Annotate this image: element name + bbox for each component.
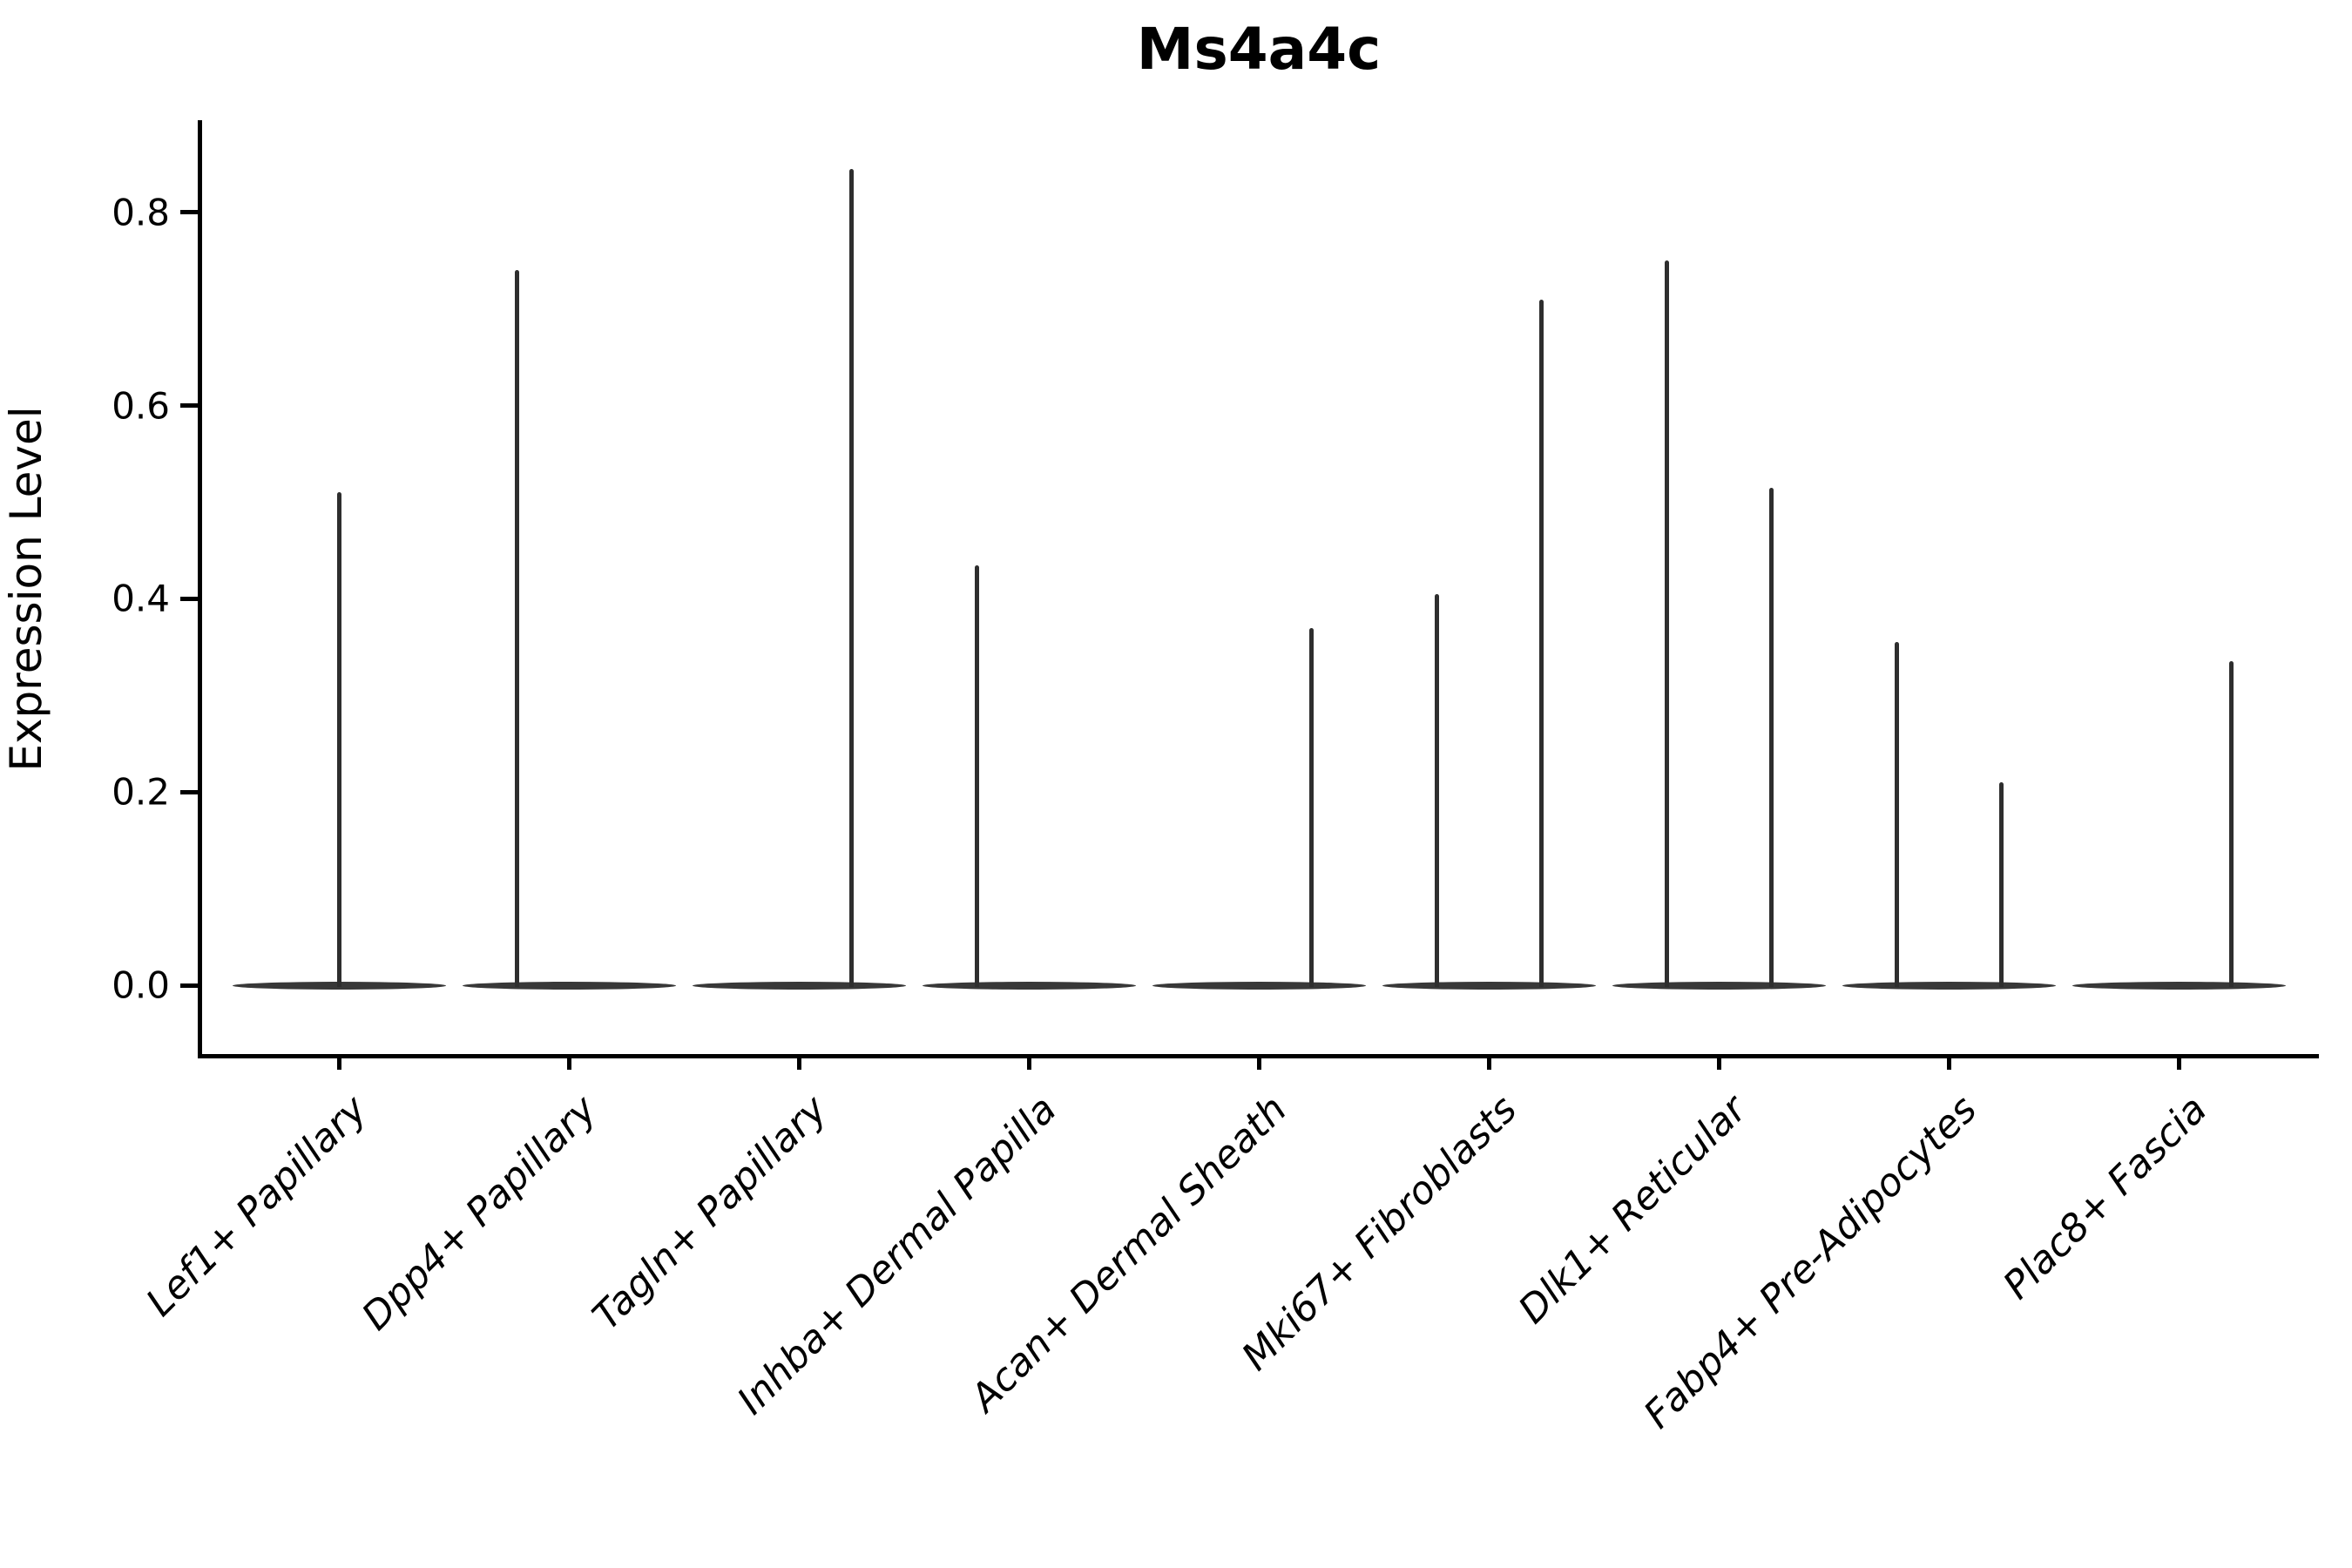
y-tick-label: 0.8 (112, 191, 170, 234)
y-axis-label: Expression Level (1, 406, 51, 772)
x-tick-mark (566, 1054, 571, 1070)
y-axis-spine (198, 120, 202, 1058)
violin-body (2072, 981, 2286, 990)
violin-body (462, 981, 676, 990)
x-tick-mark (1486, 1054, 1491, 1070)
violin-body (692, 981, 906, 990)
violin-spike (1664, 260, 1669, 987)
y-tick-mark (180, 210, 199, 215)
y-tick-label: 0.0 (112, 963, 170, 1007)
x-tick-mark (1716, 1054, 1721, 1070)
plot-title: Ms4a4c (1136, 16, 1382, 83)
y-tick-mark (180, 403, 199, 409)
x-tick-mark (336, 1054, 341, 1070)
y-tick-label: 0.2 (112, 770, 170, 814)
violin-spike (2228, 661, 2234, 987)
y-tick-mark (180, 983, 199, 988)
y-tick-label: 0.6 (112, 384, 170, 428)
x-tick-mark (796, 1054, 801, 1070)
violin-spike (514, 270, 519, 987)
violin-body (1382, 981, 1596, 990)
x-tick-mark (2176, 1054, 2181, 1070)
violin-spike (1308, 627, 1314, 987)
x-tick-mark (1256, 1054, 1261, 1070)
violin-body (1152, 981, 1366, 990)
y-tick-mark (180, 596, 199, 601)
y-tick-label: 0.4 (112, 577, 170, 620)
y-tick-mark (180, 789, 199, 794)
x-tick-mark (1026, 1054, 1031, 1070)
violin-spike (1894, 642, 1899, 987)
violin-spike (1998, 782, 2004, 987)
violin-spike (974, 564, 979, 987)
x-tick-mark (1946, 1054, 1951, 1070)
violin-body (1612, 981, 1826, 990)
violin-spike (1768, 487, 1774, 987)
violin-spike (336, 492, 341, 987)
violin-spike (1434, 593, 1439, 987)
violin-body (922, 981, 1136, 990)
violin-body (1842, 981, 2056, 990)
violin-spike (848, 168, 854, 987)
violin-spike (1538, 299, 1544, 987)
